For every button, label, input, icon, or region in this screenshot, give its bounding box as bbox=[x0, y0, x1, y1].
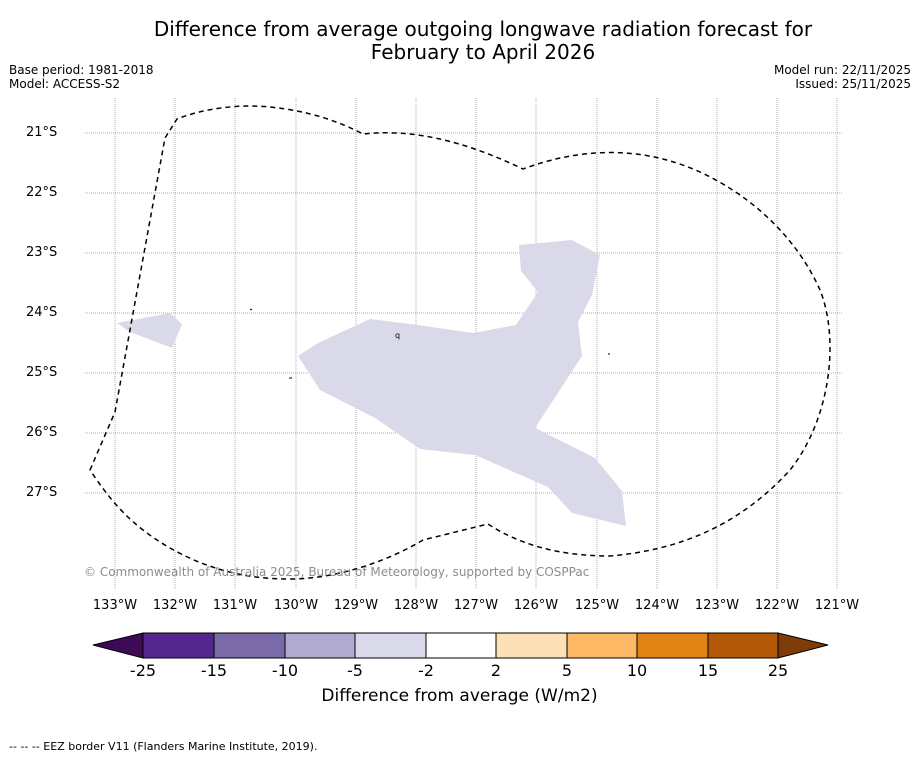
colorbar-tick-label: -2 bbox=[418, 661, 434, 680]
colorbar-tick-label: -25 bbox=[129, 661, 157, 680]
colorbar-title: Difference from average (W/m2) bbox=[321, 686, 598, 706]
lat-label-25s: 25°S bbox=[26, 365, 58, 380]
lat-label-23s: 23°S bbox=[26, 245, 58, 260]
eez-border bbox=[89, 105, 831, 580]
issued-date: Issued: 25/11/2025 bbox=[795, 77, 911, 91]
meta-right: Model run: 22/11/2025 Issued: 25/11/2025 bbox=[774, 63, 911, 91]
lon-label-121w: 121°W bbox=[814, 598, 860, 613]
model-name: Model: ACCESS-S2 bbox=[9, 77, 121, 91]
base-period: Base period: 1981-2018 bbox=[9, 63, 154, 77]
lon-label-128w: 128°W bbox=[393, 598, 439, 613]
colorbar-extend-low bbox=[92, 632, 144, 659]
colorbar-segment-4 bbox=[354, 632, 427, 659]
meta-left: Base period: 1981-2018 Model: ACCESS-S2 bbox=[9, 63, 154, 91]
lat-label-24s: 24°S bbox=[26, 305, 58, 320]
colorbar-tick-label: -10 bbox=[271, 661, 299, 680]
colorbar-tick-label: -5 bbox=[347, 661, 363, 680]
lon-label-124w: 124°W bbox=[634, 598, 680, 613]
model-run: Model run: 22/11/2025 bbox=[773, 63, 911, 77]
lat-label-22s: 22°S bbox=[26, 185, 58, 200]
small-marks bbox=[249, 308, 610, 379]
colorbar bbox=[92, 632, 829, 659]
map-title: Difference from average outgoing longwav… bbox=[0, 18, 919, 64]
lat-label-26s: 26°S bbox=[26, 425, 58, 440]
lon-label-130w: 130°W bbox=[273, 598, 319, 613]
colorbar-segment-6 bbox=[495, 632, 568, 659]
lon-label-123w: 123°W bbox=[694, 598, 740, 613]
lon-label-131w: 131°W bbox=[212, 598, 258, 613]
colorbar-segment-1 bbox=[142, 632, 215, 659]
lon-label-122w: 122°W bbox=[754, 598, 800, 613]
colorbar-segment-3 bbox=[284, 632, 356, 659]
colorbar-segment-5 bbox=[425, 632, 497, 659]
map-annotation: q bbox=[395, 331, 400, 340]
colorbar-tick-label: 10 bbox=[626, 661, 648, 680]
lon-label-132w: 132°W bbox=[152, 598, 198, 613]
colorbar-tick-label: 15 bbox=[697, 661, 719, 680]
title-line-2: February to April 2026 bbox=[370, 40, 596, 64]
colorbar-segment-8 bbox=[636, 632, 709, 659]
colorbar-tick-label: -15 bbox=[200, 661, 228, 680]
lon-label-126w: 126°W bbox=[513, 598, 559, 613]
anomaly-region-main bbox=[298, 240, 626, 526]
colorbar-segment-2 bbox=[213, 632, 286, 659]
lon-label-127w: 127°W bbox=[453, 598, 499, 613]
colorbar-tick-label: 25 bbox=[767, 661, 789, 680]
title-line-1: Difference from average outgoing longwav… bbox=[153, 17, 813, 41]
lon-label-129w: 129°W bbox=[333, 598, 379, 613]
colorbar-segment-7 bbox=[566, 632, 638, 659]
lat-label-21s: 21°S bbox=[26, 125, 58, 140]
anomaly-region-west bbox=[117, 313, 182, 348]
colorbar-tick-label: 5 bbox=[561, 661, 573, 680]
colorbar-extend-high bbox=[777, 632, 829, 659]
copyright-notice: © Commonwealth of Australia 2025, Bureau… bbox=[84, 565, 590, 579]
colorbar-tick-label: 2 bbox=[490, 661, 502, 680]
lon-label-133w: 133°W bbox=[92, 598, 138, 613]
lat-label-27s: 27°S bbox=[26, 485, 58, 500]
eez-legend-note: -- -- -- EEZ border V11 (Flanders Marine… bbox=[9, 740, 318, 753]
colorbar-segment-9 bbox=[707, 632, 779, 659]
lon-label-125w: 125°W bbox=[574, 598, 620, 613]
